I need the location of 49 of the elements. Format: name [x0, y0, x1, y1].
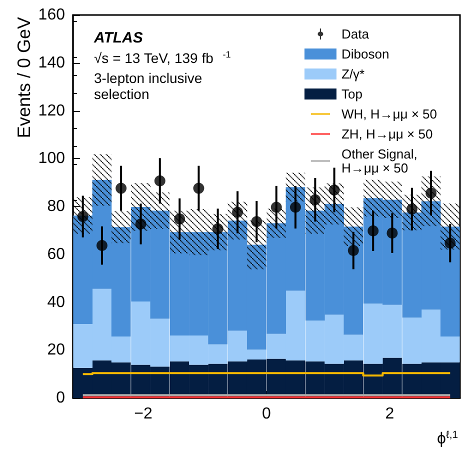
point	[348, 245, 359, 256]
y-tick-label: 120	[38, 102, 66, 120]
y-tick-label: 40	[47, 294, 66, 311]
point	[154, 175, 166, 186]
point	[174, 213, 186, 224]
y-tick-label: 0	[56, 390, 66, 406]
bar	[150, 192, 170, 229]
y-axis-title: Events / 0 GeV	[14, 17, 34, 138]
point	[135, 218, 146, 230]
bar	[92, 154, 112, 206]
y-tick-label: 160	[38, 6, 66, 24]
x-tick-label: 0	[262, 406, 272, 422]
point	[426, 188, 437, 199]
annotation: 3-lepton inclusive selection	[94, 70, 206, 102]
x-tick-label: −2	[134, 406, 152, 422]
point	[368, 225, 379, 236]
legend-label: Diboson	[341, 46, 390, 62]
point	[310, 194, 321, 206]
y-tick-label: 20	[47, 342, 66, 359]
y-tick-label: 60	[47, 246, 66, 263]
y-tick-label: 140	[38, 54, 66, 72]
bar	[382, 182, 402, 218]
annotation: ATLAS	[93, 30, 143, 46]
legend-label: Top	[341, 86, 362, 102]
point	[232, 206, 244, 218]
point	[290, 202, 301, 213]
point	[444, 238, 456, 249]
legend-label: Data	[341, 26, 370, 42]
bar	[344, 207, 364, 246]
bar	[363, 180, 383, 216]
point	[193, 182, 204, 194]
bar	[189, 209, 208, 256]
bar	[286, 172, 306, 202]
point	[116, 182, 127, 194]
point	[328, 184, 340, 196]
y-tick-label: 100	[38, 150, 66, 168]
bar	[246, 220, 266, 270]
y-tick-label: 80	[47, 198, 66, 215]
bar	[111, 211, 131, 244]
legend-label: WH, H→μμ × 50	[341, 106, 438, 122]
point	[270, 202, 282, 213]
point	[251, 216, 262, 228]
point	[96, 240, 108, 252]
legend-label: Z/γ*	[341, 66, 365, 82]
point	[386, 228, 398, 239]
legend-label: ZH, H→μμ × 50	[341, 126, 433, 142]
x-tick-label: 2	[385, 406, 394, 422]
legend-label: Other Signal, H→μμ × 50	[341, 146, 418, 176]
annotation: √s = 13 TeV, 139 fb-1	[94, 50, 231, 66]
